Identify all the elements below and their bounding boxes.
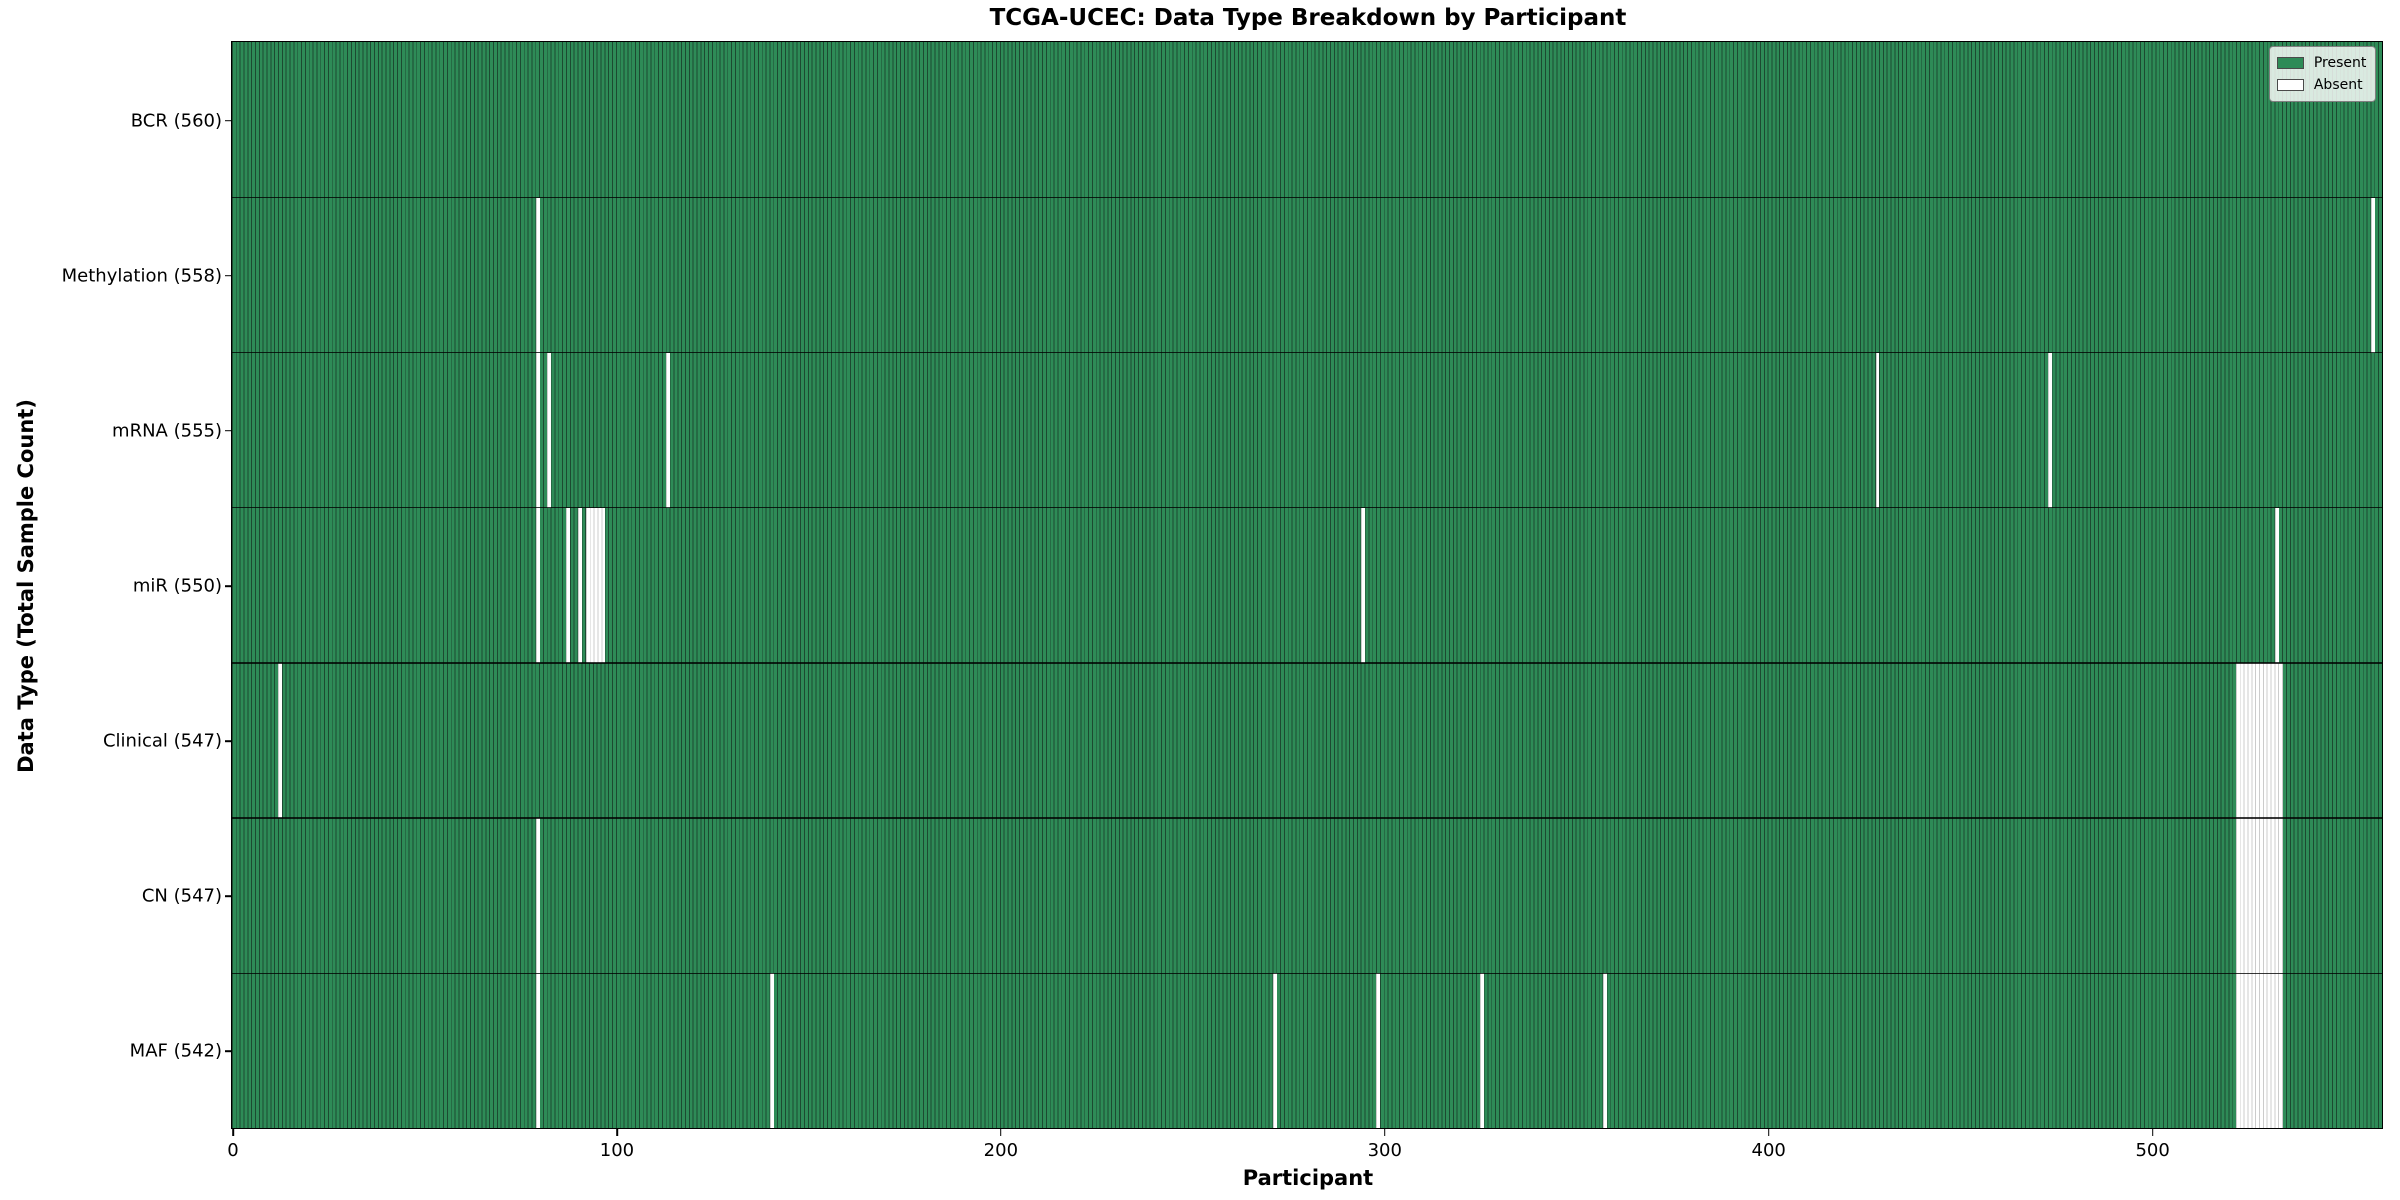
absent-stripe: [566, 507, 571, 663]
row-divider: [232, 972, 2383, 974]
absent-stripe: [1272, 973, 1277, 1129]
y-tick-label: miR (550): [132, 575, 222, 597]
heatmap-row-mir: [232, 507, 2383, 663]
plot-area: Present Absent: [231, 41, 2384, 1130]
absent-stripe: [2048, 352, 2053, 508]
row-divider: [232, 196, 2383, 199]
absent-stripe: [585, 507, 605, 663]
y-tick-mark: [225, 430, 232, 432]
absent-stripe: [547, 352, 552, 508]
y-tick-label: MAF (542): [129, 1040, 222, 1062]
x-axis-label: Participant: [1242, 1166, 1374, 1190]
absent-stripe: [2236, 662, 2283, 819]
x-tick-label: 500: [2135, 1140, 2170, 1161]
absent-stripe: [1603, 973, 1607, 1129]
x-tick-mark: [616, 1129, 618, 1136]
y-tick-mark: [225, 740, 232, 742]
heatmap-row-mrna: [232, 352, 2383, 508]
x-tick-mark: [1000, 1129, 1002, 1136]
y-tick-label: Clinical (547): [102, 730, 222, 752]
absent-stripe: [1361, 507, 1365, 663]
y-tick-label: mRNA (555): [112, 420, 222, 442]
x-tick-mark: [1383, 1129, 1386, 1136]
legend-item-present: Present: [2276, 52, 2367, 74]
x-tick-mark: [2151, 1129, 2154, 1136]
x-tick-label: 300: [1367, 1140, 1402, 1161]
y-tick-label: BCR (560): [130, 110, 222, 132]
absent-stripe: [666, 352, 671, 508]
row-divider: [232, 817, 2383, 819]
y-tick-mark: [225, 1050, 232, 1053]
x-tick-label: 0: [227, 1140, 239, 1161]
y-tick-label: Methylation (558): [61, 265, 222, 287]
legend-item-absent: Absent: [2276, 74, 2367, 96]
absent-stripe: [577, 507, 582, 663]
absent-stripe: [535, 973, 540, 1129]
y-tick-mark: [225, 119, 232, 122]
row-divider: [232, 662, 2383, 664]
legend-label-absent: Absent: [2313, 77, 2363, 94]
absent-stripe: [1376, 973, 1381, 1129]
x-tick-label: 100: [599, 1140, 635, 1161]
legend-swatch-absent: [2276, 79, 2304, 92]
absent-stripe: [535, 818, 540, 974]
absent-stripe: [2236, 973, 2283, 1129]
heatmap-row-maf: [232, 973, 2383, 1129]
absent-stripe: [2370, 197, 2375, 353]
x-tick-label: 400: [1751, 1140, 1786, 1161]
y-tick-mark: [225, 895, 232, 898]
heatmap-row-cn: [232, 818, 2383, 974]
legend-swatch-present: [2276, 57, 2304, 70]
absent-stripe: [535, 352, 540, 508]
absent-stripe: [2274, 507, 2279, 663]
absent-stripe: [535, 197, 540, 353]
row-divider: [232, 507, 2383, 509]
x-tick-mark: [1767, 1129, 1770, 1136]
row-divider: [232, 352, 2383, 354]
absent-stripe: [2236, 818, 2283, 974]
x-tick-label: 200: [983, 1140, 1019, 1161]
heatmap-row-bcr: [232, 42, 2383, 198]
absent-stripe: [535, 507, 540, 663]
y-tick-label: CN (547): [141, 885, 222, 907]
y-tick-mark: [225, 585, 232, 587]
absent-stripe: [769, 973, 774, 1129]
x-tick-mark: [232, 1129, 234, 1136]
y-tick-mark: [225, 274, 232, 277]
absent-stripe: [1875, 352, 1880, 508]
absent-stripe: [1480, 973, 1484, 1129]
chart-title: TCGA-UCEC: Data Type Breakdown by Partic…: [989, 5, 1627, 31]
heatmap-row-methylation: [232, 197, 2383, 353]
heatmap-row-clinical: [232, 662, 2383, 819]
absent-stripe: [278, 662, 283, 819]
legend-label-present: Present: [2313, 55, 2367, 72]
legend: Present Absent: [2268, 46, 2377, 103]
